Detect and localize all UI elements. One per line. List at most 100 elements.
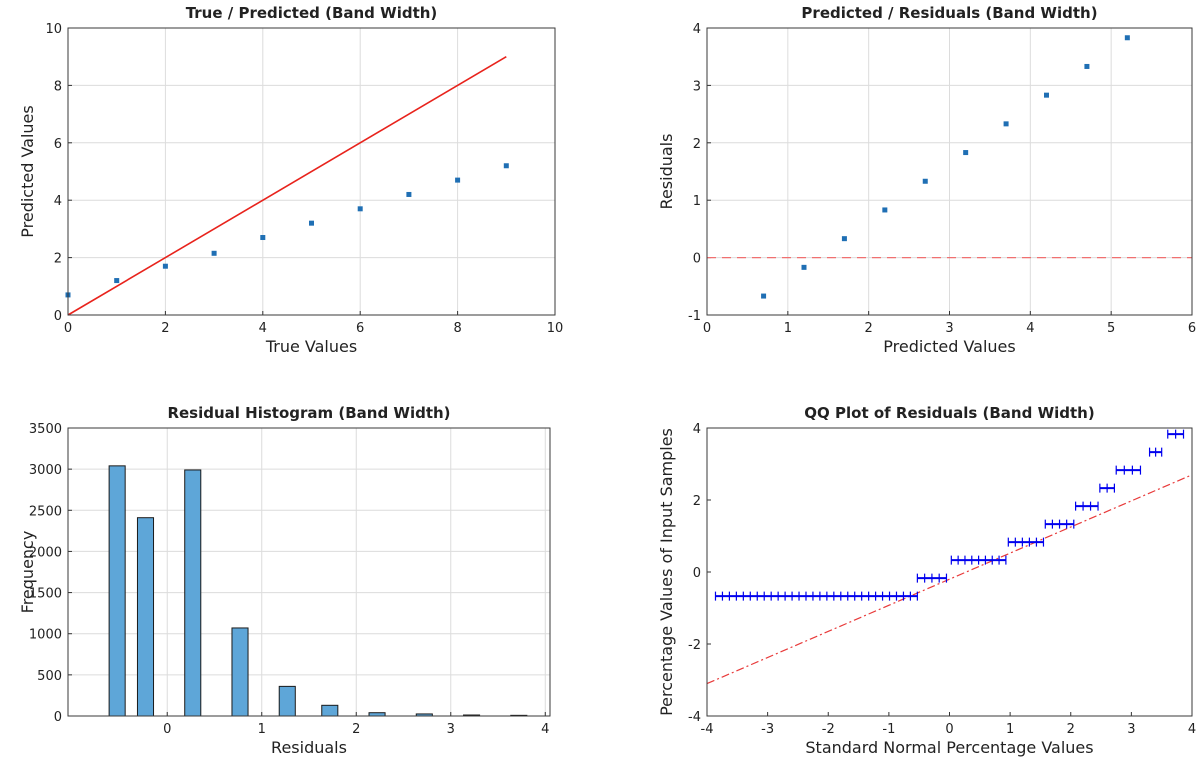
data-point <box>963 150 969 156</box>
x-tick-label: 3 <box>447 722 455 737</box>
qq-sample-group <box>916 573 948 583</box>
qq-sample-group <box>1074 501 1099 511</box>
x-tick-label: 2 <box>161 321 169 336</box>
x-tick-label: -3 <box>761 722 774 737</box>
y-axis-label: Residuals <box>657 134 676 210</box>
y-tick-label: 1000 <box>29 628 62 643</box>
x-tick-label: -1 <box>882 722 895 737</box>
qq-sample-group <box>1007 537 1045 547</box>
y-tick-label: -2 <box>688 638 701 653</box>
x-tick-label: 0 <box>64 321 72 336</box>
y-tick-label: 8 <box>54 79 62 94</box>
histogram-bar <box>278 685 296 717</box>
y-tick-label: -1 <box>688 309 701 324</box>
histogram-bar <box>321 704 339 717</box>
x-tick-label: 8 <box>453 321 461 336</box>
x-tick-label: 1 <box>258 722 266 737</box>
x-axis-label: Residuals <box>271 738 347 757</box>
x-tick-label: 4 <box>259 321 267 336</box>
y-axis-label: Predicted Values <box>18 105 37 237</box>
x-tick-label: 6 <box>1188 321 1196 336</box>
x-tick-label: 4 <box>541 722 549 737</box>
data-point <box>841 236 847 242</box>
y-tick-label: 4 <box>693 422 701 437</box>
y-tick-label: 4 <box>54 194 62 209</box>
y-axis-label: Frequency <box>18 531 37 614</box>
chart-qq-plot: -4 -3 -2 -1 0 1 2 3 4 -4 -2 0 2 4 QQ Plot of Residuals… <box>657 404 1196 757</box>
data-point <box>1044 92 1049 98</box>
x-tick-label: -2 <box>822 722 835 737</box>
chart-title: Residual Histogram (Band Width) <box>167 404 450 422</box>
x-tick-label: 5 <box>1107 321 1115 336</box>
x-axis-label: Predicted Values <box>883 337 1015 356</box>
plot-frame <box>706 27 1193 316</box>
y-tick-label: 3500 <box>29 422 62 437</box>
qq-sample-group <box>1148 447 1163 457</box>
data-point <box>406 191 412 197</box>
chart-title: True / Predicted (Band Width) <box>186 4 438 22</box>
y-tick-label: 3000 <box>29 463 62 478</box>
qq-sample-group <box>1044 519 1075 529</box>
y-tick-label: 2500 <box>29 504 62 519</box>
x-tick-label: 6 <box>356 321 364 336</box>
x-tick-label: 0 <box>703 321 711 336</box>
y-tick-label: 500 <box>37 669 62 684</box>
data-point <box>357 206 363 212</box>
qq-sample-group <box>714 591 918 601</box>
x-tick-label: 1 <box>1006 722 1014 737</box>
x-tick-label: 0 <box>945 722 953 737</box>
data-point <box>1003 121 1009 127</box>
data-point <box>1124 35 1130 41</box>
y-tick-label: 0 <box>54 309 62 324</box>
data-point <box>260 235 266 241</box>
plot-area <box>707 428 1192 716</box>
y-tick-label: 2 <box>693 494 701 509</box>
plot-frame <box>67 427 551 717</box>
y-tick-label: 0 <box>693 566 701 581</box>
x-tick-label: 0 <box>163 722 171 737</box>
x-tick-label: 2 <box>1067 722 1075 737</box>
x-axis-label: True Values <box>265 337 357 356</box>
plot-frame <box>67 27 556 316</box>
x-tick-label: 4 <box>1026 321 1034 336</box>
data-point <box>801 264 807 270</box>
qq-sample-group <box>1167 429 1185 439</box>
qq-sample-group <box>1099 483 1116 493</box>
chart-residual-histogram: 0 1 2 3 4 0 500 1000 1500 2000 2500 3000 3500 Residua… <box>18 404 551 757</box>
data-point <box>882 207 888 213</box>
data-point <box>503 163 509 169</box>
plot-frame <box>706 427 1193 717</box>
x-tick-label: 2 <box>352 722 360 737</box>
data-point <box>761 293 767 299</box>
y-tick-label: 1 <box>693 194 701 209</box>
x-tick-label: 10 <box>547 321 564 336</box>
chart-title: QQ Plot of Residuals (Band Width) <box>804 404 1094 422</box>
data-point <box>309 220 314 226</box>
chart-true-vs-predicted: 0 2 4 6 8 10 0 2 4 6 8 10 True / Predicted (Band Wid… <box>18 4 563 356</box>
y-tick-label: 1500 <box>29 587 62 602</box>
x-tick-label: -4 <box>701 722 714 737</box>
x-tick-label: 4 <box>1188 722 1196 737</box>
y-tick-label: 2 <box>693 137 701 152</box>
x-tick-label: 2 <box>865 321 873 336</box>
qq-sample-group <box>950 555 1007 565</box>
x-tick-label: 3 <box>1127 722 1135 737</box>
data-point <box>1084 63 1090 69</box>
y-tick-label: 4 <box>693 22 701 37</box>
y-tick-label: 0 <box>693 252 701 267</box>
data-point <box>162 263 168 269</box>
histogram-bar <box>136 517 155 717</box>
y-tick-label: -4 <box>688 710 701 725</box>
y-tick-label: 2000 <box>29 545 62 560</box>
y-tick-label: 6 <box>54 137 62 152</box>
x-tick-label: 3 <box>945 321 953 336</box>
data-point <box>455 177 461 183</box>
y-axis-label: Percentage Values of Input Samples <box>657 428 676 716</box>
data-point <box>211 250 217 256</box>
chart-title: Predicted / Residuals (Band Width) <box>801 4 1097 22</box>
y-tick-label: 2 <box>54 252 62 267</box>
y-tick-label: 0 <box>54 710 62 725</box>
x-tick-label: 1 <box>784 321 792 336</box>
